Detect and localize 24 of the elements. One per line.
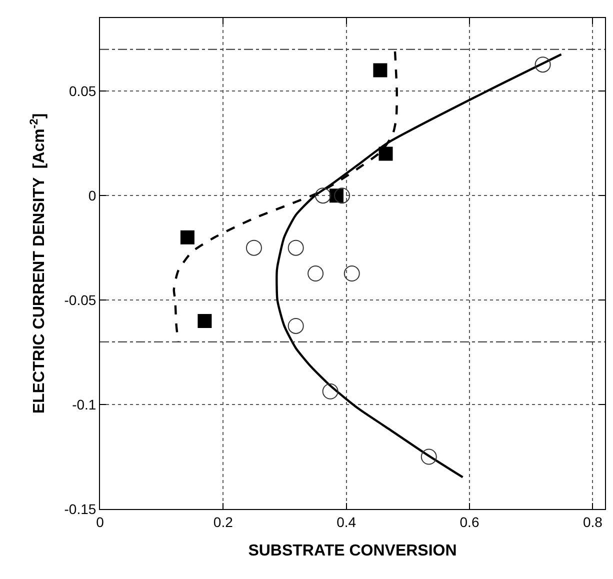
point [308,266,324,282]
point [373,63,388,78]
point [322,383,338,400]
point [180,230,194,244]
y-tick-label: -0.15 [64,500,96,517]
x-tick-label: 0.2 [213,514,234,530]
x-tick-label: 0.8 [582,514,603,530]
point [420,448,437,465]
y-tick-label: -0.05 [64,292,96,308]
point [378,146,393,161]
point [198,314,212,328]
x-axis-title: SUBSTRATE CONVERSION [248,542,457,560]
point [246,240,262,256]
point [314,188,331,204]
x-tick-label: 0.4 [336,514,356,530]
point [334,188,350,204]
y-tick-label: -0.1 [72,396,96,412]
x-tick-label: 0.6 [460,514,480,530]
y-tick-label: 0 [88,188,96,204]
point [534,56,551,73]
point [288,318,304,334]
point [288,240,304,256]
y-tick-label: 0.05 [68,83,96,100]
point [344,266,360,282]
